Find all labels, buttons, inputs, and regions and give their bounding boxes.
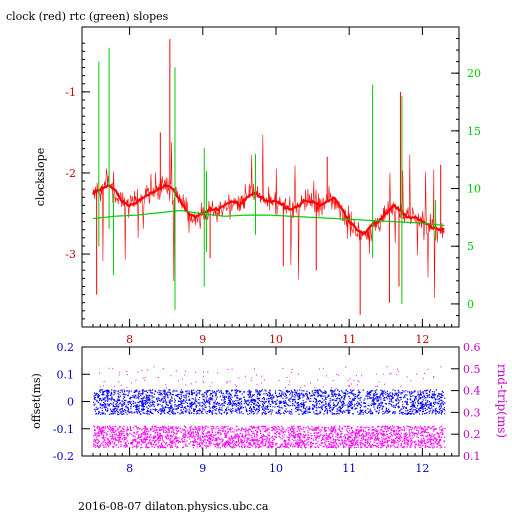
top-y2tick-label-10: 10 bbox=[467, 183, 481, 196]
y2-axis-label-rnd-trip: rnd-trip(ms) bbox=[495, 364, 509, 438]
clock-slope-line bbox=[92, 184, 445, 235]
top-axis-ticks: 8 9 10 11 12 -1 -2 -3 20 15 10 5 0 bbox=[65, 27, 481, 346]
footer-date-host: 2016-08-07 dilaton.physics.ubc.ca bbox=[78, 500, 269, 512]
round-trip-series bbox=[93, 366, 446, 449]
top-xtick-label-12: 12 bbox=[415, 333, 429, 346]
top-xtick-label-10: 10 bbox=[269, 333, 283, 346]
round-trip-outliers bbox=[99, 366, 442, 389]
bottom-ytick-label-0.2: 0.2 bbox=[57, 341, 75, 354]
bottom-xtick-label-12: 12 bbox=[415, 462, 429, 475]
bottom-xtick-label-8: 8 bbox=[126, 462, 133, 475]
y-axis-label-offset: offset(ms) bbox=[30, 373, 43, 429]
bottom-xtick-label-9: 9 bbox=[199, 462, 206, 475]
rtc-slope-series bbox=[92, 47, 445, 310]
bottom-ytick-label--0.1: -0.1 bbox=[53, 423, 74, 436]
bottom-y2tick-label-0.4: 0.4 bbox=[463, 385, 481, 398]
bottom-ytick-label-0.1: 0.1 bbox=[57, 368, 75, 381]
clock-rtc-slope-panel: clock (red) rtc (green) slopes 8 9 10 11 12 -… bbox=[6, 10, 481, 346]
bottom-xtick-label-11: 11 bbox=[342, 462, 356, 475]
bottom-y2tick-label-0.2: 0.2 bbox=[463, 428, 481, 441]
top-ytick-label--2: -2 bbox=[65, 167, 76, 180]
chart-title: clock (red) rtc (green) slopes bbox=[6, 10, 169, 23]
offset-roundtrip-panel: 8 9 10 11 12 0.2 0.1 0 -0.1 -0.2 0.6 0.5 0.4 0.3 0.2 0.… bbox=[30, 341, 509, 475]
rtc-slope-line bbox=[92, 209, 445, 227]
top-ytick-label--1: -1 bbox=[65, 86, 76, 99]
top-ytick-label--3: -3 bbox=[65, 248, 76, 261]
bottom-y2tick-label-0.6: 0.6 bbox=[463, 341, 481, 354]
y-axis-label-clockslope: clockslope bbox=[34, 148, 47, 206]
bottom-y2tick-label-0.5: 0.5 bbox=[463, 363, 481, 376]
bottom-y2tick-label-0.3: 0.3 bbox=[463, 406, 481, 419]
top-xtick-label-9: 9 bbox=[199, 333, 206, 346]
top-y2tick-label-20: 20 bbox=[467, 67, 481, 80]
bottom-ytick-label-0: 0 bbox=[67, 396, 74, 409]
top-y2tick-label-5: 5 bbox=[467, 240, 474, 253]
top-xtick-label-8: 8 bbox=[126, 333, 133, 346]
top-xtick-label-11: 11 bbox=[342, 333, 356, 346]
clock-slope-noise bbox=[92, 134, 445, 298]
bottom-xtick-label-10: 10 bbox=[269, 462, 283, 475]
round-trip-points bbox=[93, 425, 446, 449]
bottom-axis-ticks: 8 9 10 11 12 0.2 0.1 0 -0.1 -0.2 0.6 0.5 0.4 0.3 0.2 0.… bbox=[53, 341, 481, 475]
clock-slope-series bbox=[92, 39, 445, 315]
bottom-y2tick-label-0.1: 0.1 bbox=[463, 450, 481, 463]
top-y2tick-label-15: 15 bbox=[467, 125, 481, 138]
offset-points bbox=[93, 389, 446, 415]
bottom-ytick-label--0.2: -0.2 bbox=[53, 450, 74, 463]
offset-series bbox=[93, 389, 446, 415]
top-y2tick-label-0: 0 bbox=[467, 298, 474, 311]
